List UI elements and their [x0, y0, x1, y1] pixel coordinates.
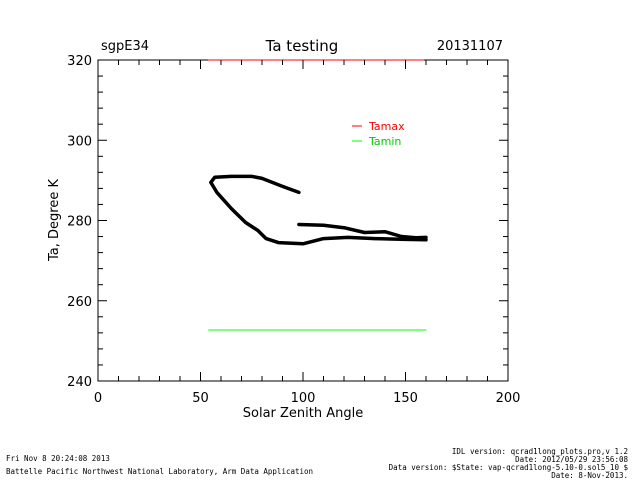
y-tick-label: 260: [67, 295, 92, 310]
y-axis-label: Ta, Degree K: [47, 179, 62, 262]
legend-tamin-label: Tamin: [368, 135, 401, 148]
y-tick-label: 300: [67, 134, 92, 149]
footer-data-version: Data version: $State: vap-qcrad1long-5.1…: [388, 463, 628, 472]
x-axis-ticks: 0 50 100 150 200: [94, 60, 521, 406]
x-tick-label: 200: [496, 391, 521, 406]
y-tick-label: 280: [67, 215, 92, 230]
date-label: 20131107: [437, 39, 503, 54]
y-axis-ticks: 240 260 280 300 320: [67, 54, 508, 390]
footer-idl-version: IDL version: qcrad1long_plots.pro,v 1.2: [451, 447, 628, 456]
y-tick-label: 240: [67, 375, 92, 390]
x-tick-label: 100: [291, 391, 316, 406]
chart-title: Ta testing: [265, 37, 339, 55]
x-tick-label: 150: [393, 391, 418, 406]
footer-organization: Battelle Pacific Northwest National Labo…: [6, 467, 314, 476]
footer-idl-date: Date: 2012/05/29 23:56:08: [515, 455, 628, 464]
site-label: sgpE34: [101, 39, 149, 54]
legend: Tamax Tamin: [352, 120, 405, 148]
x-tick-label: 50: [192, 391, 209, 406]
footer-timestamp: Fri Nov 8 20:24:08 2013: [6, 454, 110, 463]
x-tick-label: 0: [94, 391, 102, 406]
plot-frame: [97, 59, 509, 382]
series-layer: [208, 174, 428, 331]
legend-tamax-label: Tamax: [368, 120, 405, 133]
x-axis-label: Solar Zenith Angle: [243, 406, 363, 421]
series-ta-line: [297, 222, 428, 240]
series-ta-line: [209, 174, 428, 246]
footer-data-date: Date: 8-Nov-2013.: [551, 471, 628, 480]
y-tick-label: 320: [67, 54, 92, 69]
